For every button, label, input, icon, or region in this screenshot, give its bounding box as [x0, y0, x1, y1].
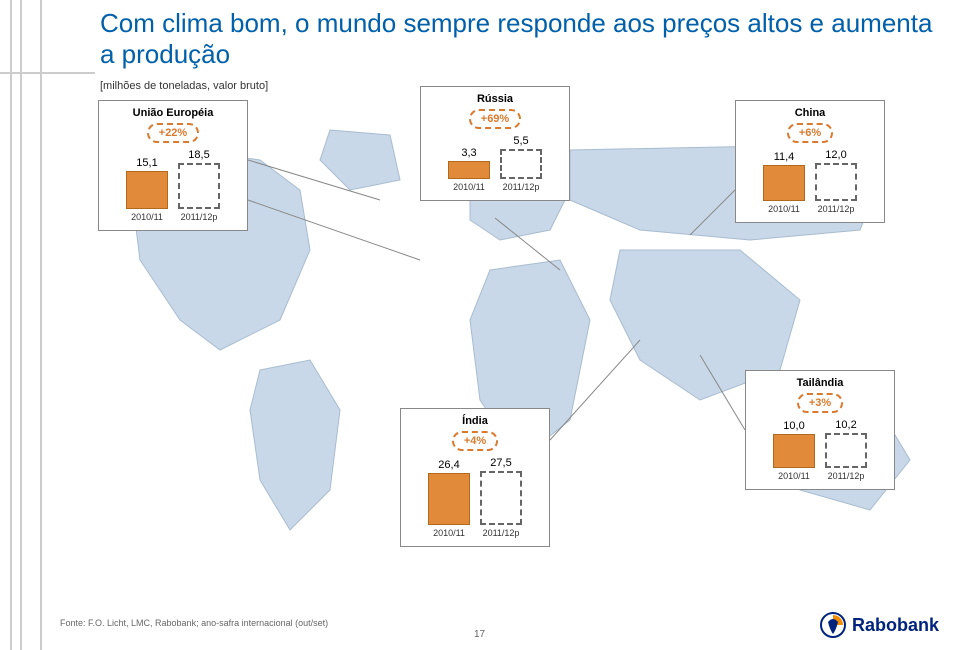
bar-value: 10,2 [835, 419, 856, 431]
region-name: Índia [409, 415, 541, 427]
pct-badge: +69% [469, 109, 521, 129]
bar-rect [480, 471, 522, 525]
bar-value: 10,0 [783, 420, 804, 432]
bar-rect [428, 473, 470, 525]
bar-label: 2010/11 [768, 204, 800, 214]
region-name: China [744, 107, 876, 119]
bar-label: 2010/11 [433, 528, 465, 538]
region-thailand: Tailândia +3% 10,0 2010/11 10,2 2011/12p [745, 370, 895, 490]
bar-label: 2010/11 [131, 212, 163, 222]
bar-value: 3,3 [461, 147, 476, 159]
bar-label: 2011/12p [483, 528, 520, 538]
bar-rect [825, 433, 867, 468]
pct-badge: +22% [147, 123, 199, 143]
pct-badge: +4% [452, 431, 498, 451]
bar-value: 27,5 [490, 457, 511, 469]
bar-value: 5,5 [513, 135, 528, 147]
bar-value: 11,4 [774, 151, 795, 163]
bar-rect [126, 171, 168, 209]
region-name: União Européia [107, 107, 239, 119]
region-china: China +6% 11,4 2010/11 12,0 2011/12p [735, 100, 885, 223]
bar-value: 15,1 [136, 157, 157, 169]
region-eu: União Européia +22% 15,1 2010/11 18,5 2011/12… [98, 100, 248, 231]
bar-label: 2010/11 [778, 471, 810, 481]
bar-rect [448, 161, 490, 179]
subtitle: [milhões de toneladas, valor bruto] [100, 80, 268, 92]
bar-label: 2011/12p [818, 204, 855, 214]
bar-value: 26,4 [438, 459, 459, 471]
region-name: Tailândia [754, 377, 886, 389]
bar-rect [500, 149, 542, 179]
bar-label: 2011/12p [181, 212, 218, 222]
bar-rect [815, 163, 857, 201]
bar-label: 2011/12p [828, 471, 865, 481]
region-india: Índia +4% 26,4 2010/11 27,5 2011/12p [400, 408, 550, 547]
bar-label: 2011/12p [503, 182, 540, 192]
bar-value: 18,5 [188, 149, 209, 161]
bar-rect [178, 163, 220, 209]
page-number: 17 [474, 629, 485, 640]
page-title: Com clima bom, o mundo sempre responde a… [100, 8, 950, 70]
region-name: Rússia [429, 93, 561, 105]
region-russia: Rússia +69% 3,3 2010/11 5,5 2011/12p [420, 86, 570, 201]
pct-badge: +6% [787, 123, 833, 143]
footer-source: Fonte: F.O. Licht, LMC, Rabobank; ano-sa… [60, 618, 328, 628]
bar-value: 12,0 [825, 149, 846, 161]
rabobank-logo: Rabobank [820, 612, 939, 638]
pct-badge: +3% [797, 393, 843, 413]
bar-label: 2010/11 [453, 182, 485, 192]
logo-text: Rabobank [852, 615, 939, 636]
bar-rect [773, 434, 815, 468]
bar-rect [763, 165, 805, 201]
